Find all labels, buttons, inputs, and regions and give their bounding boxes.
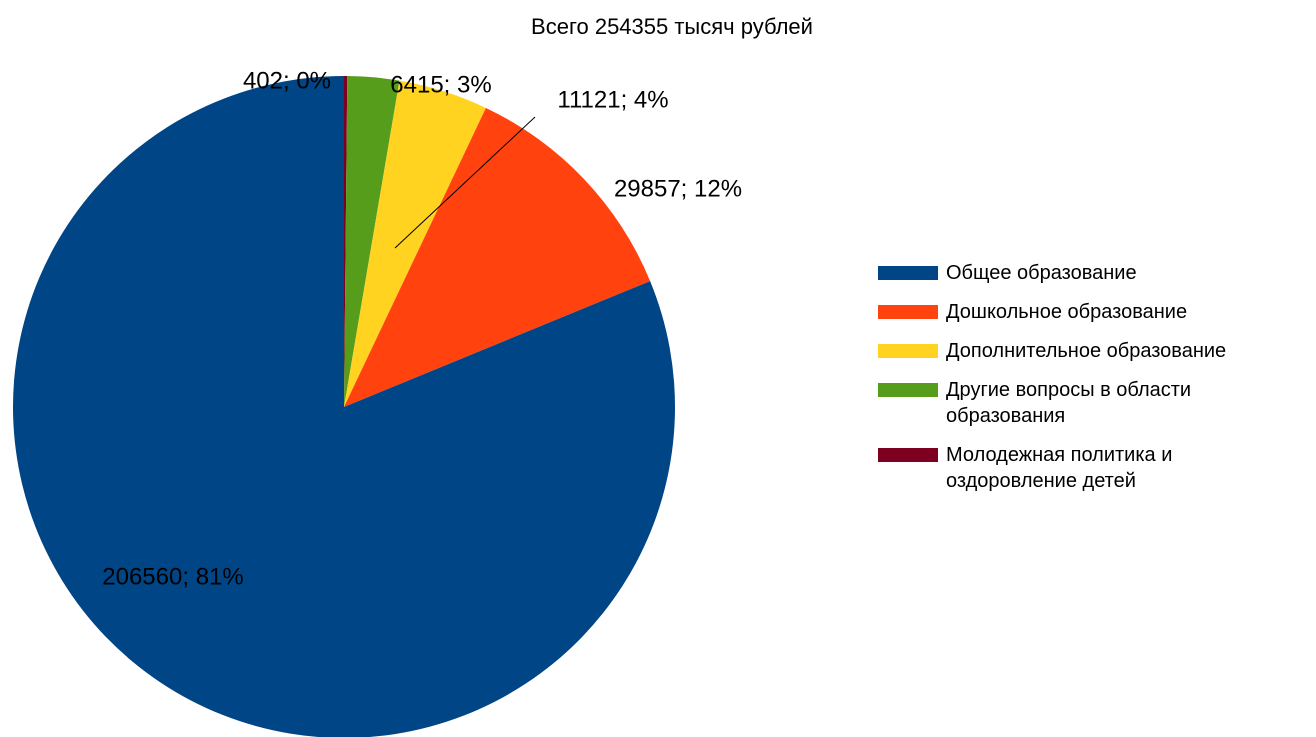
legend-swatch	[878, 305, 938, 319]
legend-item: Другие вопросы в области образования	[946, 379, 1192, 427]
legend-item: Дополнительное образование	[946, 340, 1227, 362]
legend-swatch	[878, 448, 938, 462]
data-label: 206560; 81%	[102, 563, 243, 590]
pie-slice	[344, 80, 486, 407]
legend-label: Общее образование	[946, 262, 1137, 284]
legend-item: Общее образование	[946, 262, 1137, 284]
pie-slice	[13, 76, 675, 737]
legend-swatch	[878, 383, 938, 397]
legend-swatch	[878, 344, 938, 358]
pie-slice	[344, 76, 400, 407]
data-label: 6415; 3%	[390, 71, 491, 98]
legend-item: Молодежная политика и оздоровление детей	[946, 444, 1173, 492]
legend-swatch	[878, 266, 938, 280]
legend-label: Другие вопросы в области образования	[946, 379, 1192, 427]
data-label: 402; 0%	[243, 67, 331, 94]
legend-label: Молодежная политика и оздоровление детей	[946, 444, 1173, 492]
chart-title: Всего 254355 тысяч рублей	[531, 14, 813, 39]
leader-line	[394, 116, 536, 249]
data-label: 29857; 12%	[614, 175, 742, 202]
data-label: 11121; 4%	[557, 86, 668, 113]
legend-label: Дошкольное образование	[946, 301, 1188, 323]
pie-slice	[344, 107, 651, 408]
legend-label: Дополнительное образование	[946, 340, 1227, 362]
legend-item: Дошкольное образование	[946, 301, 1188, 323]
pie-slice	[344, 76, 348, 407]
